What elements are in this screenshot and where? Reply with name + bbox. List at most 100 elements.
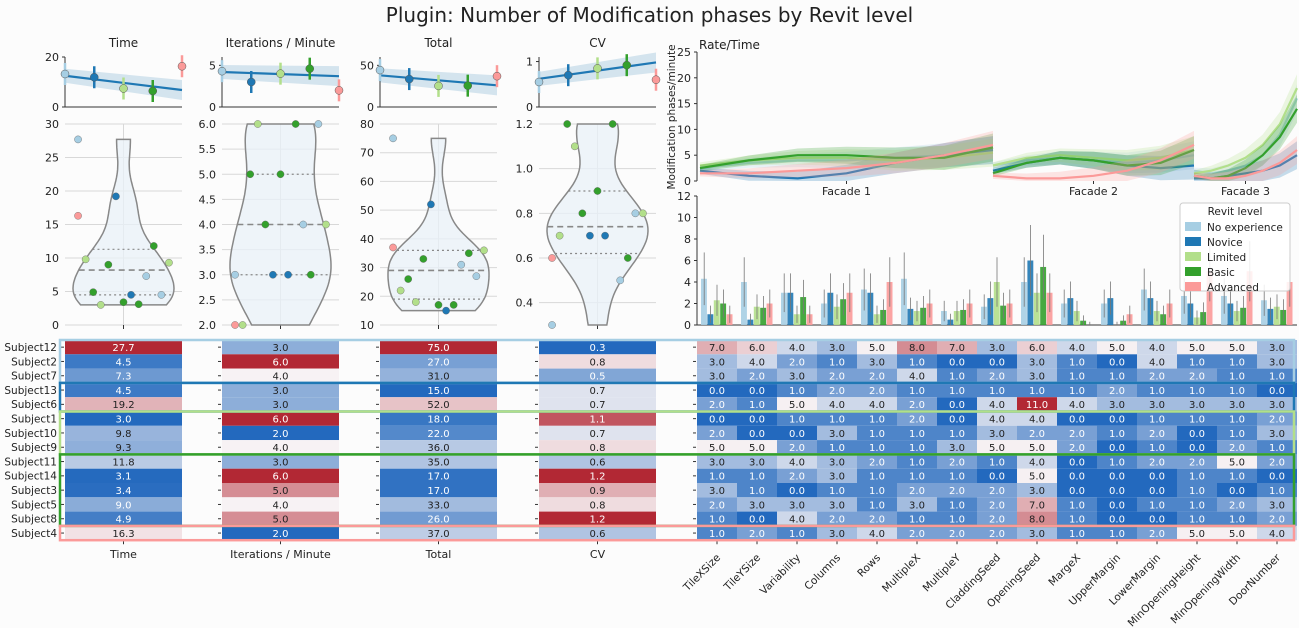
data-point — [593, 187, 602, 195]
bar-y-tick: 10 — [677, 212, 691, 225]
param-heatmap-cell — [1257, 468, 1297, 483]
param-cell-value: 5.0 — [1189, 529, 1205, 540]
param-heatmap-cell — [1217, 411, 1257, 426]
heatmap-cell-value: 0.6 — [590, 529, 606, 540]
param-column-label: Columns — [802, 552, 843, 593]
param-heatmap-cell — [1057, 382, 1097, 398]
heatmap-cell-value: 2.0 — [273, 429, 289, 440]
heatmap-cell-value: 3.4 — [116, 486, 132, 497]
param-cell-value: 3.0 — [869, 357, 885, 368]
data-point — [253, 120, 262, 128]
data-point — [149, 242, 158, 250]
param-cell-value: 0.0 — [989, 357, 1005, 368]
param-heatmap-cell — [777, 397, 817, 412]
param-heatmap-cell — [1257, 511, 1297, 526]
param-heatmap-cell — [937, 454, 977, 469]
param-heatmap-cell — [1257, 340, 1297, 355]
heatmap-cell-value: 0.3 — [590, 343, 606, 354]
param-heatmap-cell — [817, 497, 857, 512]
param-cell-value: 2.0 — [869, 372, 885, 383]
param-heatmap-cell — [977, 454, 1017, 469]
param-cell-value: 3.0 — [1269, 429, 1285, 440]
heatmap-cell-value: 0.8 — [590, 500, 606, 511]
param-cell-value: 1.0 — [1189, 472, 1205, 483]
param-cell-value: 0.0 — [1269, 472, 1285, 483]
top-tick-label: 0 — [526, 101, 533, 114]
param-heatmap-cell — [737, 497, 777, 512]
param-cell-value: 2.0 — [949, 457, 965, 468]
param-heatmap-cell — [1177, 497, 1217, 512]
subject-label: Subject13 — [4, 385, 57, 397]
facet-label: Facade 1 — [822, 185, 871, 198]
data-point — [231, 270, 239, 279]
param-cell-value: 2.0 — [749, 529, 765, 540]
heatmap-cell — [65, 340, 182, 355]
param-cell-value: 1.0 — [1149, 500, 1165, 511]
param-cell-value: 0.0 — [949, 357, 965, 368]
param-heatmap-cell — [977, 440, 1017, 455]
heatmap-column-label: Time — [109, 548, 137, 561]
param-column-label: MultipleY — [921, 551, 964, 594]
data-point — [555, 231, 564, 240]
param-heatmap-cell — [777, 340, 817, 355]
param-cell-value: 3.0 — [829, 500, 845, 511]
param-column-label: TileXSize — [681, 552, 724, 595]
param-heatmap-cell — [1057, 425, 1097, 441]
param-cell-value: 3.0 — [989, 343, 1005, 354]
param-cell-value: 1.0 — [1269, 443, 1285, 454]
param-cell-value: 3.0 — [1269, 357, 1285, 368]
subject-label: Subject10 — [4, 428, 57, 440]
heatmap-cell-value: 0.7 — [590, 429, 606, 440]
y-tick-label: 5.0 — [199, 168, 217, 181]
legend-swatch — [1185, 222, 1201, 231]
y-tick-label: 0 — [52, 319, 59, 332]
param-heatmap-cell — [937, 511, 977, 526]
heatmap-cell-value: 7.3 — [116, 372, 132, 383]
heatmap-cell-value: 1.2 — [590, 515, 606, 526]
heatmap-cell-value: 3.0 — [273, 343, 289, 354]
param-heatmap-cell — [1137, 440, 1177, 455]
param-heatmap-cell — [697, 354, 737, 369]
param-heatmap-cell — [697, 454, 737, 469]
param-heatmap-cell — [937, 525, 977, 541]
param-heatmap-cell — [1217, 425, 1257, 441]
param-heatmap-cell — [777, 382, 817, 398]
rate-ci-band — [700, 133, 993, 172]
param-cell-value: 1.0 — [1109, 429, 1125, 440]
y-tick-label: 10 — [360, 319, 374, 332]
param-cell-value: 1.0 — [909, 515, 925, 526]
param-heatmap-cell — [1097, 525, 1137, 541]
param-cell-value: 2.0 — [909, 529, 925, 540]
rate-series-line — [1193, 87, 1298, 175]
param-heatmap-cell — [1217, 368, 1257, 383]
param-heatmap-cell — [737, 340, 777, 355]
subject-label: Subject11 — [4, 456, 57, 468]
legend-label: Advanced — [1207, 282, 1259, 294]
heatmap-cell — [380, 497, 497, 512]
heatmap-cell-value: 27.7 — [112, 343, 134, 354]
rate-y-tick: 10 — [677, 123, 691, 136]
param-heatmap-cell — [1057, 497, 1097, 512]
legend-box — [1179, 202, 1291, 292]
param-heatmap-cell — [1177, 440, 1217, 455]
top-tick-label: 5 — [209, 59, 216, 72]
param-heatmap-cell — [977, 382, 1017, 398]
legend-swatch — [1185, 267, 1201, 276]
rate-ci-band — [993, 136, 1194, 171]
heatmap-cell — [222, 354, 339, 369]
param-cell-value: 1.0 — [949, 372, 965, 383]
subject-label: Subject9 — [11, 442, 57, 454]
param-cell-value: 0.0 — [1109, 515, 1125, 526]
param-heatmap-cell — [1137, 340, 1177, 355]
param-heatmap-cell — [1177, 525, 1217, 541]
violin-body — [387, 137, 490, 312]
data-point — [396, 286, 405, 295]
heatmap-cell-value: 5.0 — [273, 515, 289, 526]
param-cell-value: 1.0 — [1189, 486, 1205, 497]
heatmap-cell — [539, 340, 656, 355]
param-cell-value: 1.0 — [1109, 457, 1125, 468]
param-heatmap-cell — [697, 497, 737, 512]
param-heatmap-cell — [1257, 425, 1297, 441]
param-cell-value: 1.0 — [829, 486, 845, 497]
data-point — [419, 255, 428, 263]
